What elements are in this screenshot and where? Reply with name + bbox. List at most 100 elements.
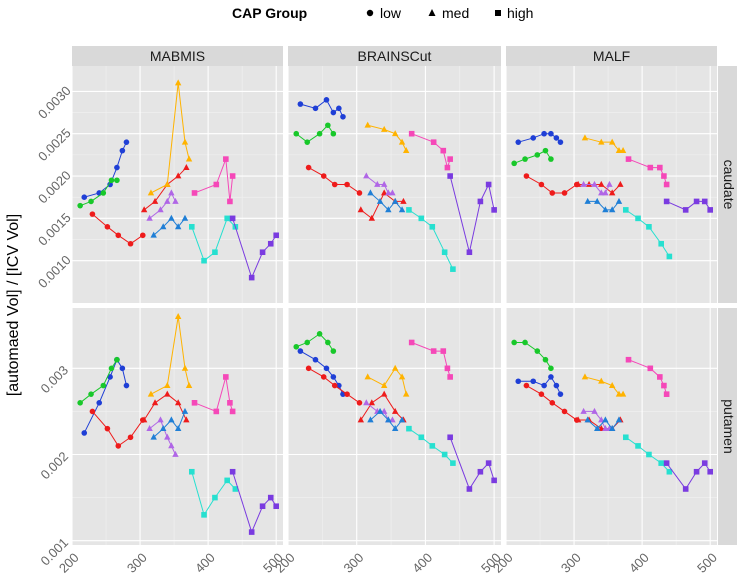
data-point-subject-10 xyxy=(259,249,266,256)
data-point-subject-3 xyxy=(127,434,134,441)
data-point-subject-8 xyxy=(625,356,632,363)
data-point-subject-1 xyxy=(330,374,337,380)
data-point-subject-2 xyxy=(108,177,115,184)
data-point-subject-7 xyxy=(594,197,601,204)
data-point-subject-10 xyxy=(693,468,700,475)
data-point-subject-8 xyxy=(440,348,447,354)
data-point-subject-6 xyxy=(591,407,598,414)
data-point-subject-5 xyxy=(619,147,627,154)
data-point-subject-5 xyxy=(147,189,155,196)
data-point-subject-4 xyxy=(140,416,148,423)
data-point-subject-8 xyxy=(447,374,453,380)
data-point-subject-2 xyxy=(114,177,120,184)
data-point-subject-6 xyxy=(580,180,587,187)
data-point-subject-4 xyxy=(617,180,624,187)
x-tick-label: 300 xyxy=(341,550,367,576)
data-point-subject-2 xyxy=(325,339,331,346)
data-point-subject-2 xyxy=(548,156,554,162)
data-point-subject-1 xyxy=(553,382,560,389)
data-point-subject-8 xyxy=(444,164,451,171)
data-point-subject-7 xyxy=(181,407,189,414)
y-tick-label: 0.0020 xyxy=(35,168,74,207)
data-point-subject-4 xyxy=(574,180,582,187)
data-point-subject-1 xyxy=(297,348,304,354)
data-point-subject-9 xyxy=(635,215,641,222)
data-point-subject-2 xyxy=(316,130,323,137)
data-point-subject-3 xyxy=(356,400,363,406)
data-point-subject-5 xyxy=(380,381,388,388)
data-point-subject-2 xyxy=(522,156,528,162)
data-point-subject-5 xyxy=(608,138,616,145)
data-point-subject-9 xyxy=(666,253,673,260)
data-point-subject-10 xyxy=(267,494,274,501)
data-point-subject-5 xyxy=(581,373,589,380)
data-point-subject-3 xyxy=(89,408,96,415)
data-point-subject-10 xyxy=(682,486,689,492)
data-point-subject-1 xyxy=(107,374,113,380)
data-point-subject-7 xyxy=(385,206,392,213)
data-point-subject-10 xyxy=(466,486,473,492)
data-point-subject-9 xyxy=(450,266,456,272)
data-point-subject-6 xyxy=(168,442,175,449)
data-point-subject-5 xyxy=(380,125,388,132)
data-point-subject-8 xyxy=(191,190,198,196)
strip-label-putamen: putamen xyxy=(721,399,737,453)
data-point-subject-1 xyxy=(81,194,88,200)
legend-entry-low: low xyxy=(366,5,402,21)
data-point-subject-7 xyxy=(150,231,157,238)
data-point-subject-2 xyxy=(88,198,94,205)
data-point-subject-8 xyxy=(657,374,663,380)
legend-label-low: low xyxy=(380,5,402,21)
data-point-subject-7 xyxy=(174,425,182,432)
panel-background xyxy=(72,66,283,303)
data-point-subject-4 xyxy=(151,197,159,204)
x-tick-label: 400 xyxy=(409,550,435,576)
data-point-subject-3 xyxy=(115,443,122,449)
data-point-subject-8 xyxy=(430,348,437,354)
data-point-subject-4 xyxy=(183,416,190,423)
x-tick-label: 400 xyxy=(626,550,652,576)
data-point-subject-10 xyxy=(229,468,236,475)
data-point-subject-2 xyxy=(304,339,311,346)
data-point-subject-7 xyxy=(602,416,609,423)
data-point-subject-1 xyxy=(530,378,537,385)
data-point-subject-10 xyxy=(273,232,279,239)
data-point-subject-9 xyxy=(429,443,436,449)
data-point-subject-8 xyxy=(227,198,233,205)
legend-label-high: high xyxy=(507,5,533,21)
data-point-subject-9 xyxy=(188,468,195,475)
data-point-subject-10 xyxy=(248,529,255,535)
data-point-subject-5 xyxy=(398,138,406,145)
data-point-subject-5 xyxy=(181,364,189,371)
strip-putamen xyxy=(718,308,737,545)
data-point-subject-5 xyxy=(619,390,627,397)
data-point-subject-7 xyxy=(367,416,374,423)
panel-brainscut-putamen xyxy=(287,308,501,545)
data-point-subject-9 xyxy=(406,425,412,432)
x-tick-label: 400 xyxy=(192,550,218,576)
y-tick-label: 0.0010 xyxy=(35,252,74,291)
strip-mabmis xyxy=(72,46,283,66)
data-point-subject-5 xyxy=(164,381,171,388)
data-point-subject-8 xyxy=(663,391,670,397)
data-point-subject-2 xyxy=(548,365,554,372)
data-point-subject-6 xyxy=(598,416,605,423)
data-point-subject-6 xyxy=(146,214,153,221)
data-point-subject-6 xyxy=(380,407,388,414)
data-point-subject-10 xyxy=(248,274,255,281)
data-point-subject-10 xyxy=(663,198,670,205)
data-point-subject-8 xyxy=(657,164,663,171)
data-point-subject-5 xyxy=(174,79,182,86)
data-point-subject-10 xyxy=(273,503,279,510)
data-point-subject-4 xyxy=(598,425,605,432)
y-tick-label: 0.0030 xyxy=(35,83,74,122)
data-point-subject-4 xyxy=(164,390,171,397)
data-point-subject-1 xyxy=(119,365,126,372)
data-point-subject-10 xyxy=(491,477,497,484)
data-point-subject-1 xyxy=(114,164,120,171)
data-point-subject-2 xyxy=(534,152,541,158)
data-point-subject-5 xyxy=(398,373,406,380)
data-point-subject-1 xyxy=(557,391,564,397)
data-point-subject-6 xyxy=(146,425,153,432)
data-point-subject-2 xyxy=(304,139,311,145)
